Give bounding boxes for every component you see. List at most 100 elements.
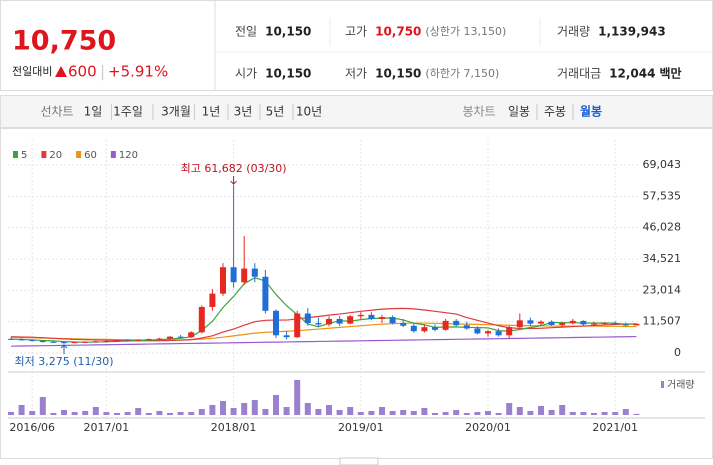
volume-bar [442, 412, 449, 415]
volume-bar [251, 400, 258, 415]
legend-swatch [41, 151, 47, 158]
volume-bar [188, 412, 195, 415]
candle-body [368, 314, 375, 319]
toolbar-items: 선차트 1일 1주일 3개월 1년 3년 5년 10년 봉차트 일봉 주봉 월봉 [40, 104, 602, 120]
candle-body [379, 317, 385, 319]
candle-period-button[interactable]: 주봉 [544, 105, 566, 119]
volume-bar [368, 411, 375, 415]
volume-bar [389, 411, 396, 415]
volume-bar [145, 413, 152, 415]
volume-bar [400, 410, 407, 415]
candle-chart-label: 봉차트 [462, 105, 495, 119]
stat-label: 저가 [345, 67, 367, 81]
candle-body [198, 306, 205, 333]
x-tick-label: 2017/01 [84, 421, 130, 434]
stat-value: 10,750 [375, 25, 421, 39]
candle-body [410, 325, 417, 332]
candle-body [167, 336, 173, 339]
collapse-tab[interactable] [339, 457, 379, 465]
volume-bar [220, 401, 226, 415]
candle-body [61, 342, 67, 344]
volume-bar [453, 410, 460, 415]
volume-bar [432, 413, 438, 415]
volume-bar [336, 410, 343, 415]
legend-label: 60 [84, 150, 97, 161]
volume-bar [591, 413, 597, 415]
volume-bar [103, 412, 110, 415]
period-button[interactable]: 3년 [234, 105, 253, 119]
candle-body [283, 335, 290, 338]
y-tick-label: 34,521 [643, 252, 682, 265]
candle-body [145, 339, 152, 341]
candle-body [114, 340, 120, 342]
candle-body [262, 276, 269, 311]
candle-body [188, 332, 195, 338]
stat-value: 12,044 [609, 67, 655, 81]
stat-label: 거래량 [557, 25, 590, 39]
period-button[interactable]: 1주일 [113, 105, 143, 119]
x-tick-label: 2021/01 [592, 421, 638, 434]
stat-note: (상한가 13,150) [425, 25, 506, 38]
legend-label: 5 [21, 150, 27, 161]
volume-bar [559, 405, 566, 415]
volume-bar [485, 411, 491, 415]
y-tick-label: 11,507 [643, 315, 682, 328]
candle-body [622, 324, 629, 326]
period-button[interactable]: 5년 [266, 105, 285, 119]
volume-bar [29, 411, 36, 415]
moving-average-line [10, 335, 637, 347]
stat-unit: 백만 [659, 66, 681, 81]
volume-bar [495, 413, 502, 415]
volume-bar [357, 412, 364, 415]
volume-bar [177, 412, 184, 415]
chart-frame [0, 128, 713, 459]
volume-bar [273, 395, 279, 415]
candle-period-button[interactable]: 일봉 [508, 105, 530, 119]
volume-bar [283, 407, 290, 415]
header-box [0, 0, 713, 91]
x-tick-label: 2020/01 [465, 421, 511, 434]
volume-bar [82, 411, 89, 415]
low-arrow [60, 344, 68, 355]
candle-body [421, 327, 428, 332]
candle-body [124, 340, 131, 342]
candle-body [591, 323, 597, 325]
candle-body [71, 342, 78, 344]
candle-body [506, 327, 513, 336]
candle-body [580, 320, 587, 325]
stat-label: 시가 [235, 67, 257, 81]
stat-label: 전일 [235, 25, 257, 39]
stat-label: 고가 [345, 25, 367, 39]
volume-bar [230, 408, 237, 415]
volume-bar [50, 413, 57, 415]
period-button[interactable]: 3개월 [161, 105, 191, 119]
candle-body [29, 339, 36, 342]
volume-bar [262, 409, 269, 415]
volume-bar [527, 411, 534, 415]
change-label: 전일대비 [12, 64, 52, 78]
candle-body [230, 267, 237, 283]
y-tick-label: 0 [674, 346, 681, 359]
candle-body [294, 313, 301, 338]
x-tick-label: 2018/01 [211, 421, 257, 434]
period-button[interactable]: 10년 [296, 105, 322, 119]
legend-label: 20 [49, 150, 62, 161]
candle-period-button[interactable]: 월봉 [580, 104, 602, 119]
volume-bar [506, 403, 513, 415]
candle-body [538, 321, 544, 324]
period-button[interactable]: 1일 [84, 105, 103, 119]
plot: 011,50723,01434,52146,02857,53569,043201… [8, 140, 695, 434]
volume-bar [326, 405, 332, 415]
x-tick-label: 2019/01 [338, 421, 384, 434]
stat-value: 10,150 [265, 25, 311, 39]
period-button[interactable]: 1년 [202, 105, 221, 119]
candle-body [241, 268, 248, 283]
legend-swatch [76, 151, 82, 158]
candle-body [633, 323, 640, 326]
candle-body [135, 339, 142, 341]
candle-body [495, 331, 502, 336]
volume-bar [304, 403, 311, 415]
candle-body [453, 320, 460, 326]
candle-body [601, 323, 608, 325]
volume-bar [124, 412, 131, 415]
